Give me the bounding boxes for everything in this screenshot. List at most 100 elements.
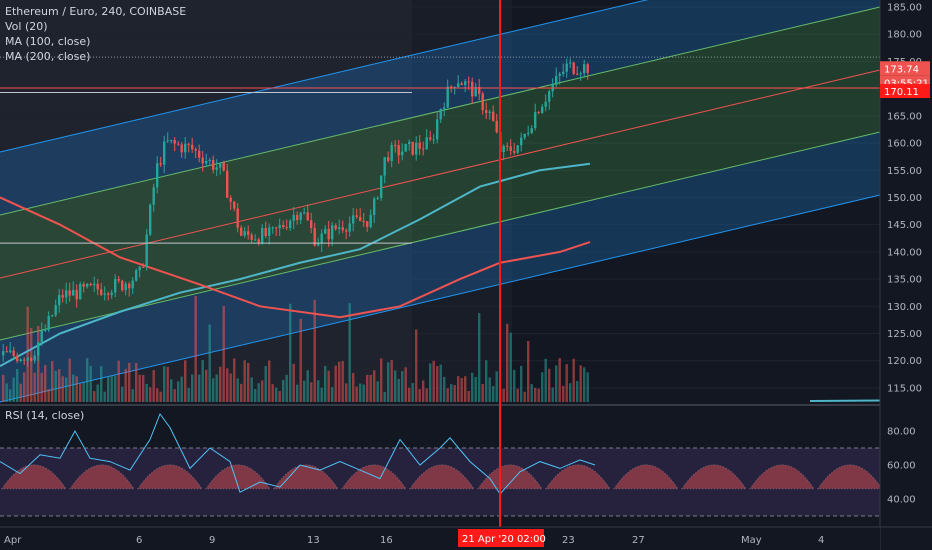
volume-bar	[362, 384, 365, 402]
volume-bar	[320, 387, 323, 402]
volume-bar	[114, 375, 117, 402]
candle-body	[159, 163, 162, 165]
candle-body	[275, 227, 278, 229]
candle-body	[107, 293, 110, 296]
candle-body	[373, 198, 376, 215]
volume-bar	[432, 360, 435, 402]
volume-bar	[565, 364, 568, 402]
volume-bar	[138, 374, 141, 402]
rsi-line	[0, 412, 596, 495]
crosshair-time-bg	[458, 529, 544, 547]
volume-bar	[198, 374, 201, 402]
volume-bar	[254, 389, 257, 402]
volume-bar	[271, 384, 274, 402]
rsi-arc	[205, 464, 271, 490]
candle-body	[19, 359, 22, 362]
volume-bar	[68, 358, 71, 402]
candle-body	[23, 359, 26, 361]
volume-bar	[212, 378, 215, 402]
volume-bar	[324, 365, 327, 402]
channel-lower-fill	[0, 132, 880, 402]
volume-bar	[26, 306, 29, 402]
volume-bar	[65, 377, 68, 402]
candle-body	[282, 224, 285, 228]
rsi-label[interactable]: RSI (14, close)	[5, 409, 85, 422]
volume-bar	[380, 358, 383, 402]
candle-body	[194, 149, 197, 151]
volume-bar	[303, 380, 306, 402]
regression-channel[interactable]	[0, 0, 881, 403]
volume-bar	[110, 376, 113, 402]
volume-bar	[152, 370, 155, 402]
candle-body	[544, 101, 547, 107]
ma200-label[interactable]: MA (200, close)	[5, 50, 91, 63]
candle-body	[394, 144, 397, 146]
volume-bar	[107, 376, 110, 402]
volume-bar	[306, 370, 309, 402]
candle-body	[96, 283, 99, 290]
time-axis-bg	[0, 527, 880, 550]
candle-body	[474, 86, 477, 97]
candle-body	[37, 342, 40, 356]
volume-bar	[124, 368, 127, 402]
volume-bar	[299, 318, 302, 402]
ma100-label[interactable]: MA (100, close)	[5, 35, 91, 48]
candle-body	[331, 225, 334, 240]
volume-bar	[285, 374, 288, 402]
candle-body	[467, 81, 470, 83]
volume-bars	[2, 296, 589, 402]
time-tick-label: 4	[818, 535, 824, 546]
candle-body	[156, 163, 159, 188]
channel-line	[0, 194, 881, 403]
volume-bar	[390, 360, 393, 402]
countdown-tag: 03:55:21	[884, 78, 929, 89]
volume-bar	[89, 365, 92, 402]
volume-bar	[170, 379, 173, 402]
volume-bar	[86, 358, 89, 402]
candle-body	[65, 290, 68, 298]
volume-bar	[236, 378, 239, 402]
candle-body	[54, 305, 57, 316]
price-tick-label: 160.00	[887, 139, 922, 150]
volume-bar	[464, 376, 467, 402]
volume-bar	[37, 325, 40, 402]
price-tick-label: 115.00	[887, 383, 922, 394]
candle-body	[247, 231, 250, 235]
volume-bar	[310, 382, 313, 402]
candlesticks	[2, 58, 589, 367]
channel-mid-lower-fill	[0, 70, 880, 340]
candle-body	[306, 212, 309, 221]
candle-body	[177, 143, 180, 145]
ma200-line	[0, 196, 591, 319]
candle-body	[142, 266, 145, 268]
candle-body	[450, 86, 453, 88]
date-range-highlight	[0, 0, 412, 402]
volume-bar	[180, 376, 183, 402]
volume-bar	[9, 389, 12, 402]
volume-bar	[23, 372, 26, 402]
candle-body	[103, 293, 106, 295]
rsi-pane[interactable]	[0, 412, 883, 517]
vol-label[interactable]: Vol (20)	[5, 20, 48, 33]
channel-line	[0, 131, 881, 341]
volume-bar	[103, 391, 106, 402]
volume-bar	[492, 386, 495, 402]
volume-bar	[569, 383, 572, 402]
volume-bar	[79, 383, 82, 402]
candle-body	[61, 295, 64, 298]
candle-body	[548, 91, 551, 102]
volume-bar	[586, 372, 589, 402]
volume-bar	[187, 387, 190, 402]
volume-bar	[418, 389, 421, 402]
candle-body	[408, 141, 411, 144]
volume-bar	[425, 388, 428, 402]
symbol-title[interactable]: Ethereum / Euro, 240, COINBASE	[5, 5, 187, 18]
volume-bar	[537, 388, 540, 402]
price-tick-label: 130.00	[887, 302, 922, 313]
candle-body	[44, 329, 47, 331]
candle-body	[30, 357, 33, 361]
dark-region	[412, 0, 512, 402]
candle-body	[47, 315, 50, 330]
